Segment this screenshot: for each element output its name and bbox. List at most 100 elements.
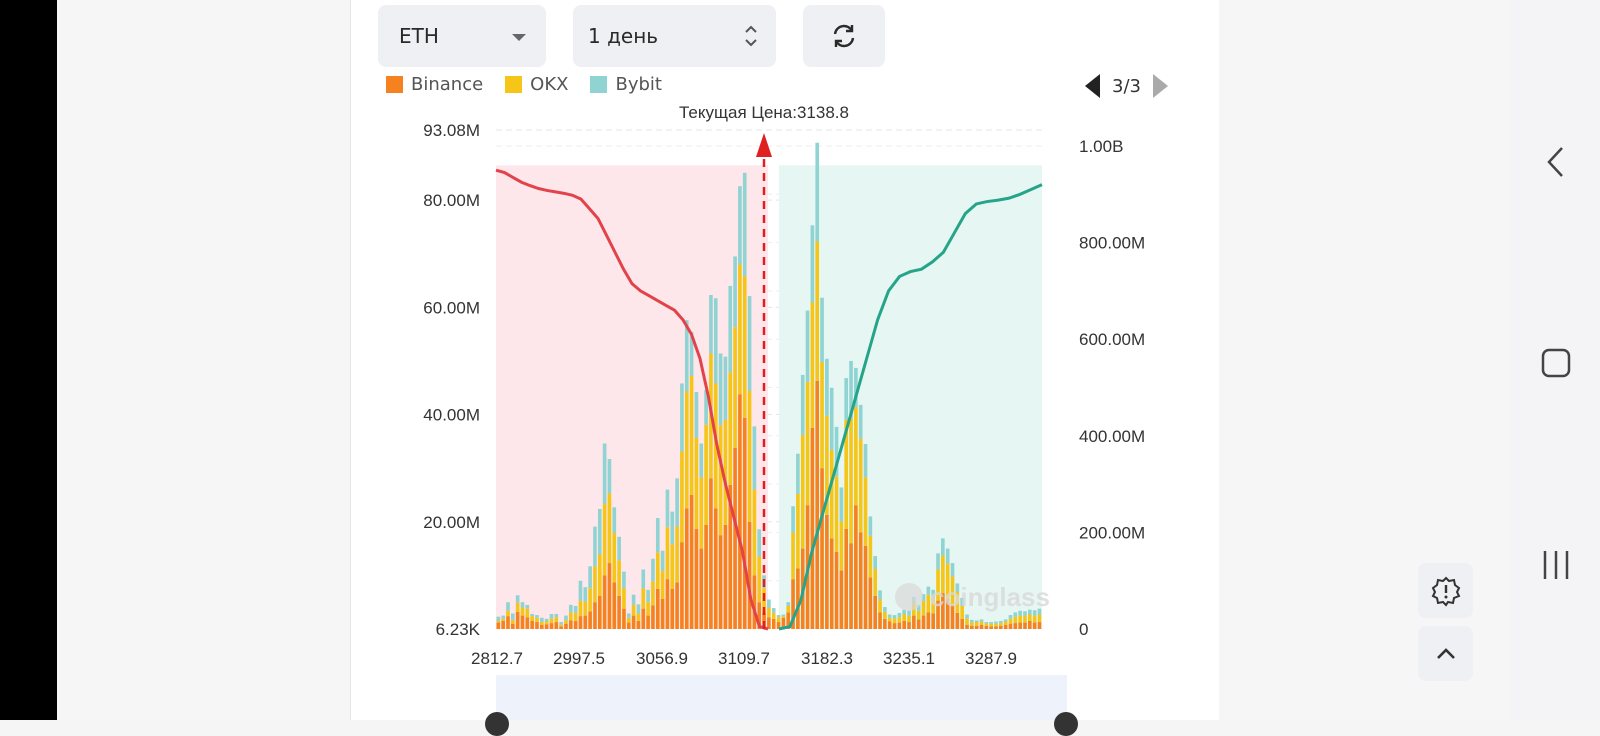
bar-bybit xyxy=(733,256,737,328)
y-right-tick-label: 200.00M xyxy=(1079,523,1145,542)
bar-bybit xyxy=(646,589,650,603)
recents-icon[interactable] xyxy=(1541,548,1571,582)
bar-bybit xyxy=(1032,610,1037,616)
period-select[interactable]: 1 день xyxy=(573,5,776,67)
bar-okx xyxy=(684,391,689,509)
back-icon[interactable] xyxy=(1544,145,1566,179)
bar-okx xyxy=(883,611,887,619)
bar-bybit xyxy=(583,587,588,602)
bar-binance xyxy=(593,602,597,629)
bar-binance xyxy=(839,570,844,629)
bar-okx xyxy=(921,601,926,616)
bar-binance xyxy=(704,524,708,629)
bar-binance xyxy=(622,608,626,629)
coin-select[interactable]: ETH xyxy=(378,5,546,67)
bar-okx xyxy=(593,566,597,603)
bar-binance xyxy=(641,608,646,629)
bar-bybit xyxy=(699,443,704,478)
bar-okx xyxy=(936,569,940,601)
bar-okx xyxy=(655,552,660,589)
watermark-logo-icon xyxy=(895,583,923,611)
bar-bybit xyxy=(641,569,646,589)
bar-binance xyxy=(960,618,964,629)
bar-okx xyxy=(984,623,989,626)
bar-binance xyxy=(728,484,733,629)
legend-item-bybit[interactable]: Bybit xyxy=(590,74,662,95)
bar-binance xyxy=(941,593,945,629)
bar-binance xyxy=(738,394,742,629)
legend-item-okx[interactable]: OKX xyxy=(505,74,568,95)
bar-okx xyxy=(636,613,641,621)
bar-okx xyxy=(646,602,650,616)
bar-binance xyxy=(878,612,882,629)
updown-arrows-icon xyxy=(745,25,757,47)
bar-binance xyxy=(950,604,955,629)
bar-bybit xyxy=(781,614,786,617)
bar-binance xyxy=(680,542,684,629)
bar-okx xyxy=(945,563,950,599)
bar-bybit xyxy=(636,604,641,614)
bar-okx xyxy=(926,594,931,613)
bar-binance xyxy=(535,622,539,629)
bar-bybit xyxy=(936,553,940,570)
bar-okx xyxy=(733,327,737,448)
bar-okx xyxy=(999,623,1003,626)
bar-binance xyxy=(588,611,592,629)
feedback-button[interactable] xyxy=(1418,563,1473,618)
legend-pager: 3/3 xyxy=(1085,74,1168,98)
bar-okx xyxy=(515,602,520,612)
bar-binance xyxy=(771,618,776,629)
bar-binance xyxy=(994,626,998,629)
refresh-button[interactable] xyxy=(803,5,885,67)
bar-okx xyxy=(786,605,791,613)
bar-binance xyxy=(989,626,993,629)
bar-bybit xyxy=(902,609,907,614)
bar-okx xyxy=(931,597,935,614)
chevron-up-icon xyxy=(1436,647,1455,659)
y-axis-left: 6.23K 20.00M 40.00M 60.00M 80.00M 93.08M xyxy=(423,121,480,639)
next-page-icon[interactable] xyxy=(1152,74,1168,98)
bar-binance xyxy=(887,621,892,629)
bar-okx xyxy=(776,617,781,623)
navigator-handle-right[interactable] xyxy=(1054,712,1078,736)
bar-okx xyxy=(549,618,554,624)
bar-binance xyxy=(776,622,781,629)
bar-okx xyxy=(878,599,882,613)
bar-binance xyxy=(655,588,660,629)
legend-item-binance[interactable]: Binance xyxy=(386,74,483,95)
bar-bybit xyxy=(815,142,820,242)
bar-okx xyxy=(771,612,776,619)
bar-bybit xyxy=(738,186,742,265)
bar-bybit xyxy=(631,594,636,605)
bar-binance xyxy=(844,528,849,629)
bar-binance xyxy=(646,615,650,629)
navigator-handle-left[interactable] xyxy=(485,712,509,736)
bar-okx xyxy=(873,568,878,596)
bar-binance xyxy=(829,538,834,629)
bar-bybit xyxy=(926,586,931,595)
prev-page-icon[interactable] xyxy=(1085,74,1100,98)
bar-okx xyxy=(568,612,573,621)
bar-okx xyxy=(796,493,800,569)
home-icon[interactable] xyxy=(1541,348,1571,378)
scroll-top-button[interactable] xyxy=(1418,626,1473,681)
bar-binance xyxy=(810,427,815,629)
bar-bybit xyxy=(916,604,921,611)
bar-binance xyxy=(945,598,950,629)
bar-bybit xyxy=(931,589,935,598)
bar-okx xyxy=(520,607,525,616)
bar-bybit xyxy=(965,614,969,619)
y-left-tick-label: 80.00M xyxy=(423,191,480,210)
bar-binance xyxy=(636,620,641,629)
bar-bybit xyxy=(651,558,655,582)
range-navigator[interactable] xyxy=(496,675,1067,720)
bar-bybit xyxy=(974,620,979,623)
bar-bybit xyxy=(501,615,505,619)
bar-bybit xyxy=(796,453,800,494)
bar-binance xyxy=(544,624,549,629)
bar-okx xyxy=(525,608,530,618)
y-left-tick-label: 40.00M xyxy=(423,406,480,425)
x-tick-label: 3182.3 xyxy=(801,649,853,668)
bar-bybit xyxy=(921,594,926,602)
bar-okx xyxy=(887,617,892,622)
